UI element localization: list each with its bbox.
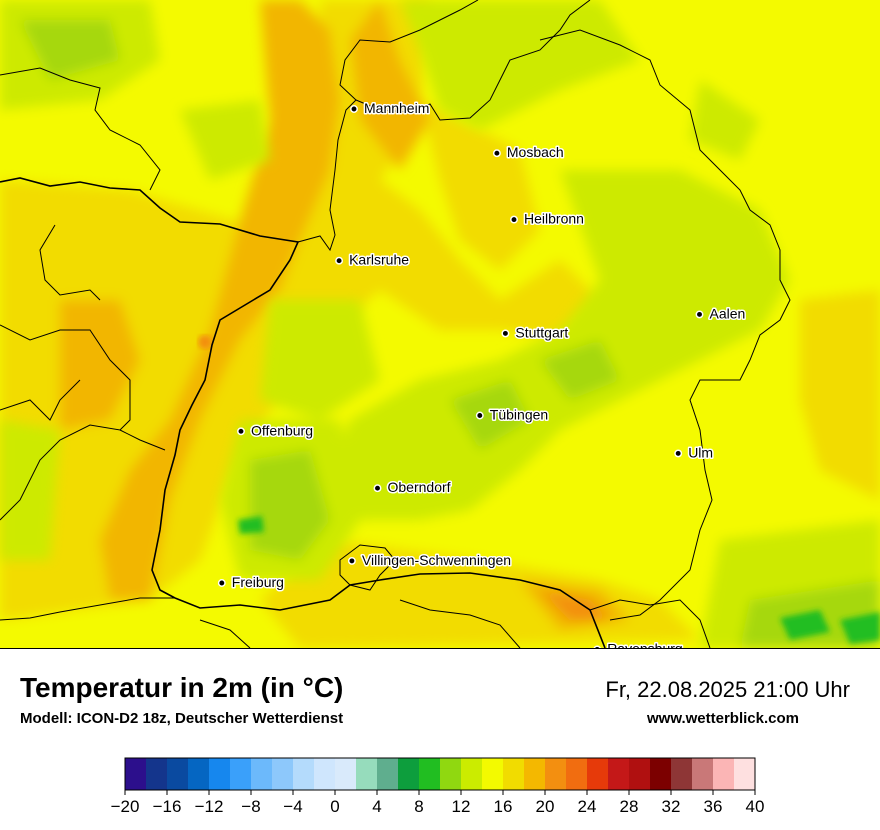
city-ravensburg: Ravensburg xyxy=(593,639,684,649)
legend-tick-label: 12 xyxy=(452,797,471,816)
legend-tick-label: 36 xyxy=(704,797,723,816)
legend-color-box xyxy=(377,758,399,790)
city-dot xyxy=(237,427,245,436)
legend-color-box xyxy=(461,758,483,790)
city-offenburg: Offenburg xyxy=(237,421,315,440)
legend-tick-label: 8 xyxy=(414,797,423,816)
legend-tick-label: 24 xyxy=(578,797,597,816)
city-heilbronn: Heilbronn xyxy=(510,209,585,228)
city-label: Stuttgart xyxy=(515,324,568,340)
temperature-map: Mannheim Mosbach Heilbronn Karlsruhe Aalen St… xyxy=(0,0,880,649)
legend-color-bar xyxy=(124,757,756,791)
city-dot xyxy=(510,215,518,224)
city-dot xyxy=(593,645,601,648)
legend-color-box xyxy=(671,758,693,790)
legend-color-box xyxy=(314,758,336,790)
city-label: Mosbach xyxy=(507,144,564,160)
legend-color-box xyxy=(293,758,315,790)
legend-tick-label: 16 xyxy=(494,797,513,816)
legend-color-box xyxy=(167,758,189,790)
legend-color-box xyxy=(440,758,462,790)
legend-tick-label: 4 xyxy=(372,797,381,816)
legend-tick-label: 32 xyxy=(662,797,681,816)
legend-color-box xyxy=(650,758,672,790)
legend-tick-label: −8 xyxy=(241,797,260,816)
legend-color-box xyxy=(335,758,357,790)
forecast-datetime: Fr, 22.08.2025 21:00 Uhr xyxy=(605,677,850,702)
legend-color-box xyxy=(230,758,252,790)
legend-color-box xyxy=(146,758,168,790)
legend-color-box xyxy=(503,758,525,790)
city-villingen-schwenningen: Villingen-Schwenningen xyxy=(347,550,513,569)
city-t-bingen: Tübingen xyxy=(475,405,550,424)
city-label: Offenburg xyxy=(251,422,313,438)
legend-color-box xyxy=(272,758,294,790)
city-mannheim: Mannheim xyxy=(350,99,431,118)
cool-areas xyxy=(0,0,880,648)
city-label: Tübingen xyxy=(490,407,548,423)
city-label: Heilbronn xyxy=(524,211,584,227)
city-mosbach: Mosbach xyxy=(492,143,565,162)
city-label: Aalen xyxy=(710,305,746,321)
legend-tick-label: −16 xyxy=(153,797,182,816)
legend-color-box xyxy=(398,758,420,790)
legend-color-box xyxy=(419,758,441,790)
green-patches xyxy=(238,516,880,644)
city-karlsruhe: Karlsruhe xyxy=(335,250,411,269)
borders xyxy=(0,0,791,648)
legend-tick-label: −4 xyxy=(283,797,302,816)
city-dot xyxy=(373,484,382,493)
city-ulm: Ulm xyxy=(674,443,715,462)
map-title: Temperatur in 2m (in °C) xyxy=(20,672,344,703)
legend-color-box xyxy=(545,758,567,790)
legend-tick-label: 28 xyxy=(620,797,639,816)
city-dot xyxy=(217,579,226,587)
city-label: Ravensburg xyxy=(607,640,683,649)
city-markers: Mannheim Mosbach Heilbronn Karlsruhe Aalen St… xyxy=(217,99,747,649)
legend-tick-label: −20 xyxy=(111,797,140,816)
city-dot xyxy=(335,256,344,265)
legend-ticks: −20 −16 −12 −8 −4 0 4 8 12 16 20 24 28 32 36 40 xyxy=(111,790,765,816)
city-label: Karlsruhe xyxy=(349,252,409,268)
legend-tick-label: 40 xyxy=(746,797,765,816)
legend-color-box xyxy=(209,758,231,790)
city-dot xyxy=(492,149,501,158)
legend-tick-label: −12 xyxy=(195,797,224,816)
legend-frame xyxy=(124,757,756,791)
legend-color-box xyxy=(734,758,756,790)
legend-color-box xyxy=(125,758,147,790)
legend-color-box xyxy=(251,758,273,790)
legend-color-box xyxy=(566,758,588,790)
city-dot xyxy=(695,310,704,319)
legend-color-box xyxy=(482,758,504,790)
city-label: Ulm xyxy=(688,444,713,460)
legend-tick-label: 20 xyxy=(536,797,555,816)
city-dot xyxy=(347,556,356,565)
legend-color-box xyxy=(629,758,651,790)
legend-color-box xyxy=(524,758,546,790)
city-label: Mannheim xyxy=(364,100,429,116)
legend-color-box xyxy=(713,758,735,790)
city-dot xyxy=(350,105,358,113)
legend-color-box xyxy=(188,758,210,790)
city-aalen: Aalen xyxy=(695,304,747,323)
city-dot xyxy=(501,329,510,338)
hotspot xyxy=(198,335,212,349)
city-label: Villingen-Schwenningen xyxy=(362,552,511,568)
model-source: Modell: ICON-D2 18z, Deutscher Wetterdie… xyxy=(20,710,344,727)
city-freiburg: Freiburg xyxy=(217,573,285,592)
city-dot xyxy=(475,411,484,420)
legend-color-box xyxy=(356,758,378,790)
legend-color-box xyxy=(608,758,630,790)
city-stuttgart: Stuttgart xyxy=(501,323,570,342)
legend-color-box xyxy=(587,758,609,790)
city-oberndorf: Oberndorf xyxy=(373,478,452,497)
website-link[interactable]: www.wetterblick.com xyxy=(647,710,799,727)
city-label: Oberndorf xyxy=(388,479,451,495)
city-dot xyxy=(674,449,683,458)
legend-tick-label: 0 xyxy=(330,797,339,816)
city-label: Freiburg xyxy=(232,574,284,590)
legend-color-box xyxy=(692,758,714,790)
color-legend: −20 −16 −12 −8 −4 0 4 8 12 16 20 24 28 32 36 40 xyxy=(111,757,765,816)
